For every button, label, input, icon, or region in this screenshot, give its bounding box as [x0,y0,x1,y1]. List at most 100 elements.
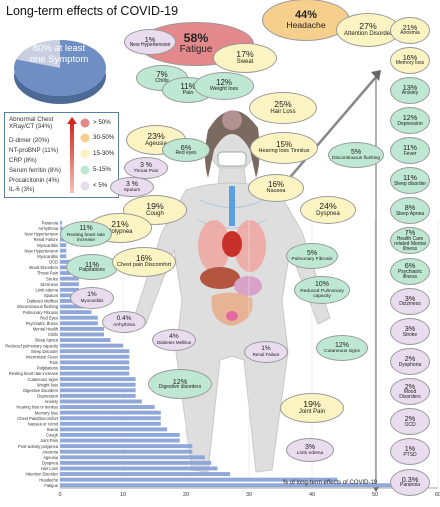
bar [60,449,193,454]
symptom-pct: 10% [315,281,329,289]
summary-label: 80% at least one Symptom [19,43,99,65]
symptom-label: Palpitations [79,267,105,274]
bar-label: Resting heart rate increase [9,371,59,376]
symptom-pct: 11% [403,173,417,183]
bar [60,315,98,320]
lab-item: D-dimer (20%) [9,137,50,144]
symptom-label: Digestive disorders [158,384,202,391]
symptom-bubble: 3 % Throat Pain [124,157,168,179]
symptom-pct: 5% [350,148,362,156]
bar-label: OCD [49,260,58,265]
legend-swatch [80,118,90,128]
right-symptom-bubble: 2% Dysphoria [390,347,430,375]
x-axis-label: % of long-term effects of COVID-19 [283,480,378,486]
legend-arrow [67,117,77,193]
legend-label: > 50% [93,119,111,126]
symptom-pct: 2% [404,354,416,364]
symptom-label: Limb edema [296,451,324,457]
symptom-pct: 44% [295,8,317,21]
symptom-pct: 7% [156,69,168,79]
bar [60,276,79,281]
page-title: Long-term effects of COVID-19 [6,4,179,18]
bar [60,243,67,248]
bar [60,349,130,354]
symptom-label: PTSD [403,452,417,459]
bar-label: Sleep Disorder [31,349,59,354]
symptom-pct: 3 % [140,161,152,169]
bar-label: Pulmonary Fibrosis [23,310,58,315]
legend-label: < 5% [93,182,108,189]
symptom-label: Sputum [123,188,141,194]
symptom-label: Health Care related Mental Illness [394,235,426,253]
symptom-bubble: 12% Cutaneous signs [316,335,368,361]
bar-label: Paranoia [42,220,59,225]
bar-label: Sputum [44,293,59,298]
symptom-pct: 11% [403,143,417,153]
symptom-bubble: 12% Weight loss [194,72,254,100]
x-tick-label: 10 [120,492,126,498]
symptom-pct: 13% [402,82,418,92]
bar [60,354,130,359]
x-tick-label: 20 [183,492,189,498]
symptom-label: Depression [397,120,423,127]
right-symptom-bubble: 0.3% Paranoia [390,468,430,496]
symptom-pct: 58% [183,31,209,46]
bar-label: New Hypertension [25,232,59,237]
bar-label: Headache [39,477,58,482]
symptom-label: Fever [403,150,417,157]
symptom-bubble: 17% Sweat [213,43,277,73]
bar [60,416,161,421]
symptom-pct: 11% [85,259,99,269]
symptom-label: Pain [182,90,194,97]
x-tick-label: 0 [58,492,61,498]
right-symptom-bubble: 2% OCD [390,408,430,436]
bar-label: New Hypertension [25,248,59,253]
symptom-pct: 12% [172,376,188,386]
bar-label: Red Eyes [40,315,58,320]
bar-label: Chest Pain/Discomfort [17,416,59,421]
bar [60,444,193,449]
symptom-label: Joint Pain [298,409,326,416]
lab-item: Procalcitonin (4%) [9,177,60,184]
bar-label: Arrhythmia [38,226,59,231]
legend-label: 5-15% [93,166,111,173]
symptom-bubble: 16% Chest pain Discomfort [112,247,176,277]
symptom-bubble: 3 % Sputum [110,177,154,197]
symptom-bubble: 6% Red eyes [162,138,210,162]
legend-title-2: XRay/CT (34%) [9,123,53,130]
symptom-label: Dysphoria [398,361,422,368]
legend-swatch [80,149,90,159]
symptom-bubble: 25% Hair Loss [249,92,317,124]
bar-label: Myocarditis [37,254,58,259]
bar [60,382,136,387]
symptom-label: Cutaneous signs [324,349,360,355]
symptom-label: Sleep Apnea [395,210,425,217]
bar [60,455,205,460]
bar-label: Dizziness [40,282,58,287]
symptom-label: Attention Disorder [343,31,393,38]
legend-label: 30-50% [93,134,115,141]
bar [60,477,338,482]
bar-label: Psychiatric illness [26,321,58,326]
symptom-label: Fatigue [179,44,213,56]
symptom-bubble: 1% New Hypertension [124,29,176,55]
symptom-pct: 17% [236,49,254,60]
bar [60,377,136,382]
symptom-label: New Hypertension [129,42,171,49]
bar-label: Sweat [47,427,59,432]
right-symptom-bubble: 21% Anosmia [390,16,430,44]
bar [60,399,142,404]
symptom-pct: 24% [319,201,337,212]
bar [60,254,67,259]
symptom-pct: 21% [402,22,418,32]
legend-swatch [80,133,90,143]
bar [60,388,136,393]
right-symptom-bubble: 7% Health Care related Mental Illness [390,227,430,255]
bar [60,304,92,309]
bar-label: Hair Loss [41,466,58,471]
symptom-pct: 6% [404,261,416,270]
bar-label: Limb edema [35,287,58,292]
bar [60,248,67,253]
symptom-label: Pulmonary Fibrosis [291,257,333,263]
